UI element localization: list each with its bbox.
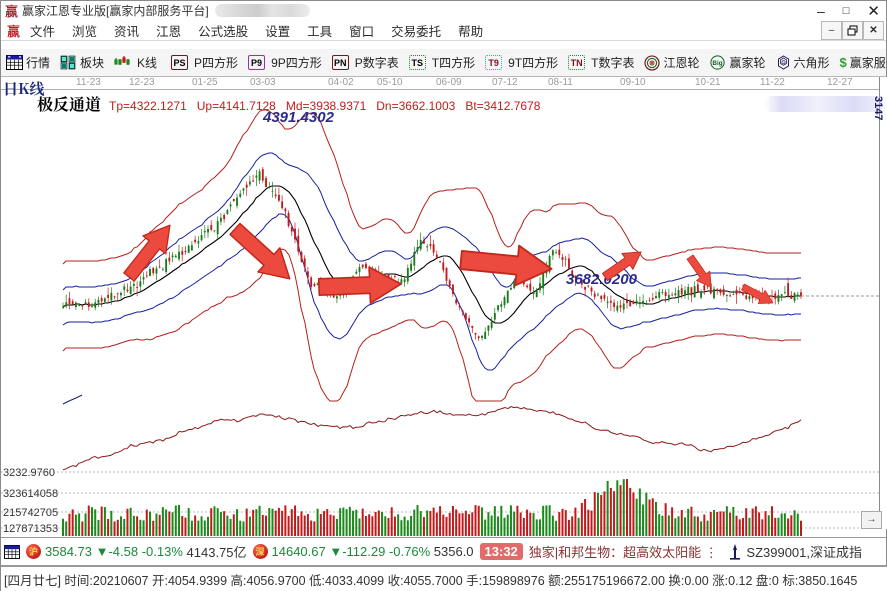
svg-text:323614058: 323614058 <box>3 488 58 500</box>
svg-text:3232.9760: 3232.9760 <box>3 467 55 479</box>
svg-text:215742705: 215742705 <box>3 507 58 519</box>
svg-text:127871353: 127871353 <box>3 523 58 535</box>
